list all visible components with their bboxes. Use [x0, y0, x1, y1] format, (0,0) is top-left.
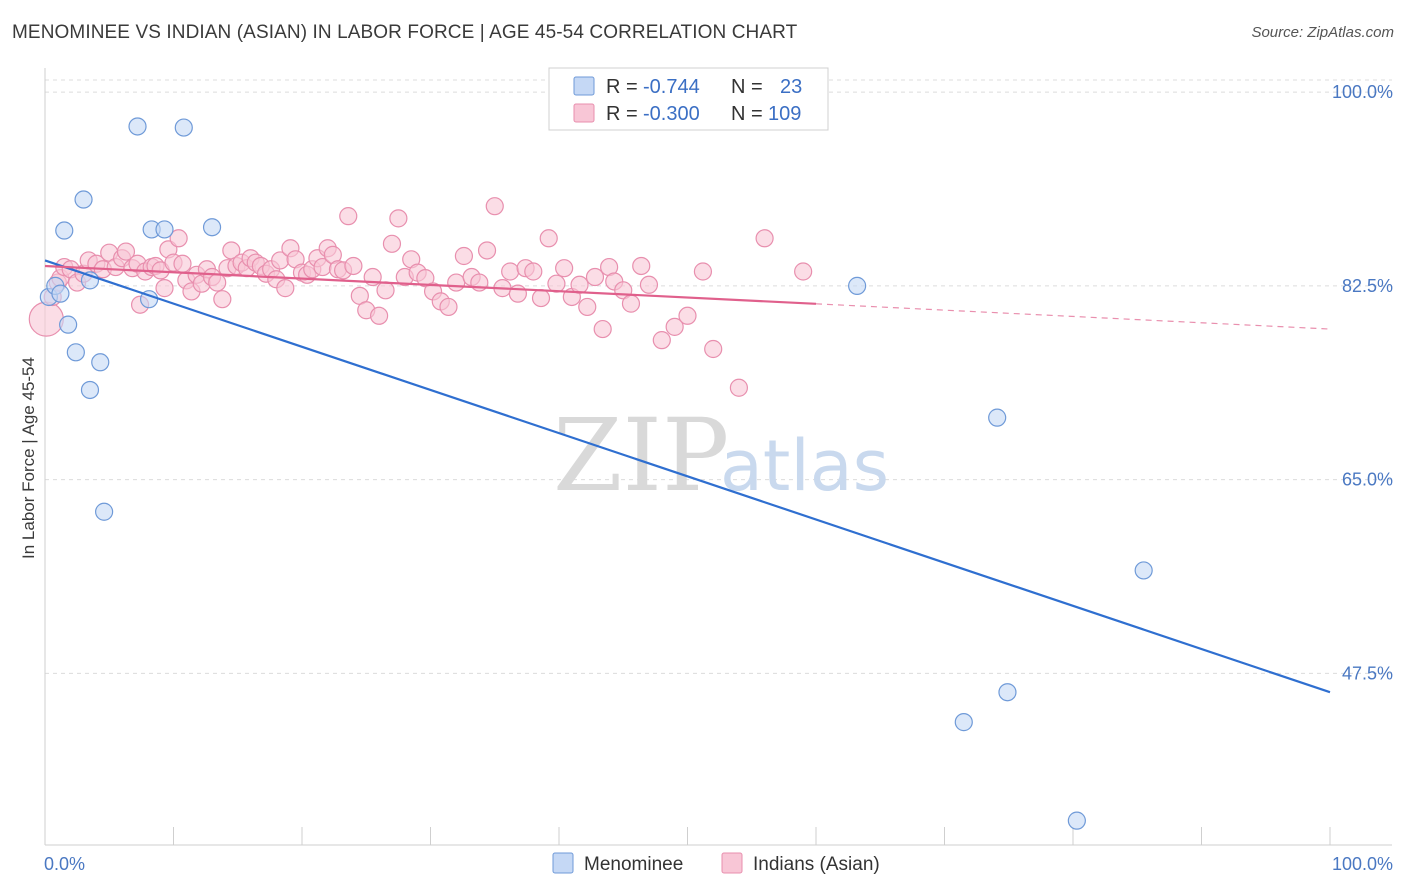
- indian-point-82: [501, 262, 520, 281]
- menominee-point-15: [202, 218, 222, 237]
- indian-point-91: [570, 275, 589, 294]
- indian-point-83: [508, 284, 527, 303]
- indian-point-22: [155, 279, 174, 298]
- watermark-atlas: atlas: [720, 425, 889, 507]
- y-tick-label-3: 47.5%: [1342, 663, 1393, 683]
- indian-point-88: [547, 274, 566, 293]
- axes: [44, 68, 1392, 846]
- menominee-point-21: [954, 713, 973, 732]
- menominee-point-4: [74, 190, 93, 209]
- series-menominee: [39, 117, 1153, 830]
- indian-point-86: [531, 288, 551, 308]
- menominee-point-8: [91, 353, 110, 372]
- menominee-point-20: [998, 683, 1017, 702]
- indian-point-47: [276, 279, 295, 298]
- trend-line-menominee: [44, 259, 1331, 694]
- indian-point-74: [439, 297, 458, 317]
- indian-point-98: [621, 294, 641, 313]
- menominee-point-13: [155, 220, 174, 239]
- indian-point-92: [578, 297, 597, 317]
- menominee-point-17: [848, 276, 867, 295]
- y-tick-label-2: 65.0%: [1342, 470, 1393, 490]
- y-tick-labels: 100.0% 82.5% 65.0% 47.5%: [1332, 82, 1393, 683]
- trend-line-indian-dashed: [815, 303, 1331, 330]
- legend-swatch-menominee: [573, 76, 595, 96]
- source-label: Source: ZipAtlas.com: [1251, 24, 1394, 41]
- chart-title: MENOMINEE VS INDIAN (ASIAN) IN LABOR FOR…: [12, 22, 798, 43]
- indian-point-64: [370, 306, 389, 325]
- menominee-point-14: [174, 118, 193, 137]
- indian-point-85: [524, 262, 543, 281]
- legend-r-value-2: -0.300: [643, 103, 700, 125]
- indian-point-104: [693, 262, 713, 281]
- indian-point-103: [678, 306, 697, 325]
- bottom-legend-swatch-indian: [721, 852, 743, 874]
- menominee-point-3: [55, 221, 74, 240]
- indian-point-87: [539, 229, 558, 248]
- indian-point-94: [593, 319, 612, 339]
- legend-n-label-2: N =: [731, 103, 763, 125]
- indian-point-60: [344, 256, 363, 276]
- menominee-point-22: [1067, 811, 1086, 830]
- indian-point-93: [585, 267, 605, 287]
- watermark-zip: ZIP: [553, 397, 729, 514]
- series-legend: Menominee Indians (Asian): [552, 852, 880, 875]
- menominee-point-2: [51, 284, 70, 303]
- indian-point-34: [213, 290, 232, 309]
- indian-point-33: [208, 273, 227, 292]
- indian-point-66: [382, 234, 402, 253]
- legend-n-value-2: 109: [768, 103, 801, 125]
- indian-point-76: [454, 246, 474, 266]
- gridlines: [45, 79, 1392, 674]
- indian-point-59: [339, 207, 358, 226]
- menominee-point-6: [66, 343, 85, 362]
- indian-point-75: [447, 273, 466, 292]
- indian-point-105: [704, 339, 723, 359]
- menominee-point-10: [95, 502, 114, 521]
- menominee-point-11: [128, 117, 147, 136]
- indian-point-108: [794, 262, 813, 281]
- x-tick-label-min: 0.0%: [44, 854, 85, 874]
- watermark: ZIP atlas: [553, 397, 889, 514]
- indian-point-107: [755, 229, 774, 248]
- y-tick-label-0: 100.0%: [1332, 82, 1393, 102]
- indian-point-65: [376, 281, 395, 300]
- legend-n-value-1: 23: [780, 76, 802, 98]
- bottom-legend-menominee: Menominee: [584, 854, 683, 875]
- y-tick-label-1: 82.5%: [1342, 276, 1393, 296]
- correlation-legend: R = -0.744 N = 23 R = -0.300 N = 109: [548, 67, 829, 131]
- indian-point-80: [485, 197, 504, 216]
- legend-r-value-1: -0.744: [643, 76, 700, 98]
- indian-point-25: [169, 229, 188, 248]
- indian-point-89: [555, 259, 574, 278]
- bottom-legend-indian: Indians (Asian): [753, 854, 880, 875]
- indian-point-0: [28, 301, 64, 337]
- menominee-point-19: [1134, 561, 1153, 580]
- menominee-point-5: [59, 315, 78, 334]
- menominee-point-9: [80, 380, 100, 400]
- legend-box: [548, 67, 829, 131]
- indian-point-101: [652, 331, 671, 350]
- indian-point-102: [665, 317, 684, 336]
- indian-point-14: [116, 242, 136, 261]
- indian-point-67: [389, 209, 408, 228]
- menominee-point-18: [988, 408, 1007, 427]
- legend-n-label-1: N =: [731, 76, 763, 98]
- indian-point-99: [632, 256, 651, 276]
- bottom-legend-swatch-menominee: [552, 852, 574, 874]
- indian-point-100: [639, 275, 659, 294]
- legend-swatch-indian: [573, 103, 595, 123]
- legend-r-label-1: R =: [606, 76, 638, 98]
- legend-r-label-2: R =: [606, 103, 638, 125]
- indian-point-79: [477, 241, 497, 260]
- series-indians-asian: [28, 197, 813, 397]
- trend-line-indian-solid: [44, 264, 817, 305]
- indian-point-106: [729, 378, 749, 397]
- indian-point-26: [173, 254, 192, 273]
- y-axis-title: In Labor Force | Age 45-54: [19, 357, 38, 559]
- trend-lines: [44, 259, 1331, 694]
- x-tick-label-max: 100.0%: [1332, 854, 1393, 874]
